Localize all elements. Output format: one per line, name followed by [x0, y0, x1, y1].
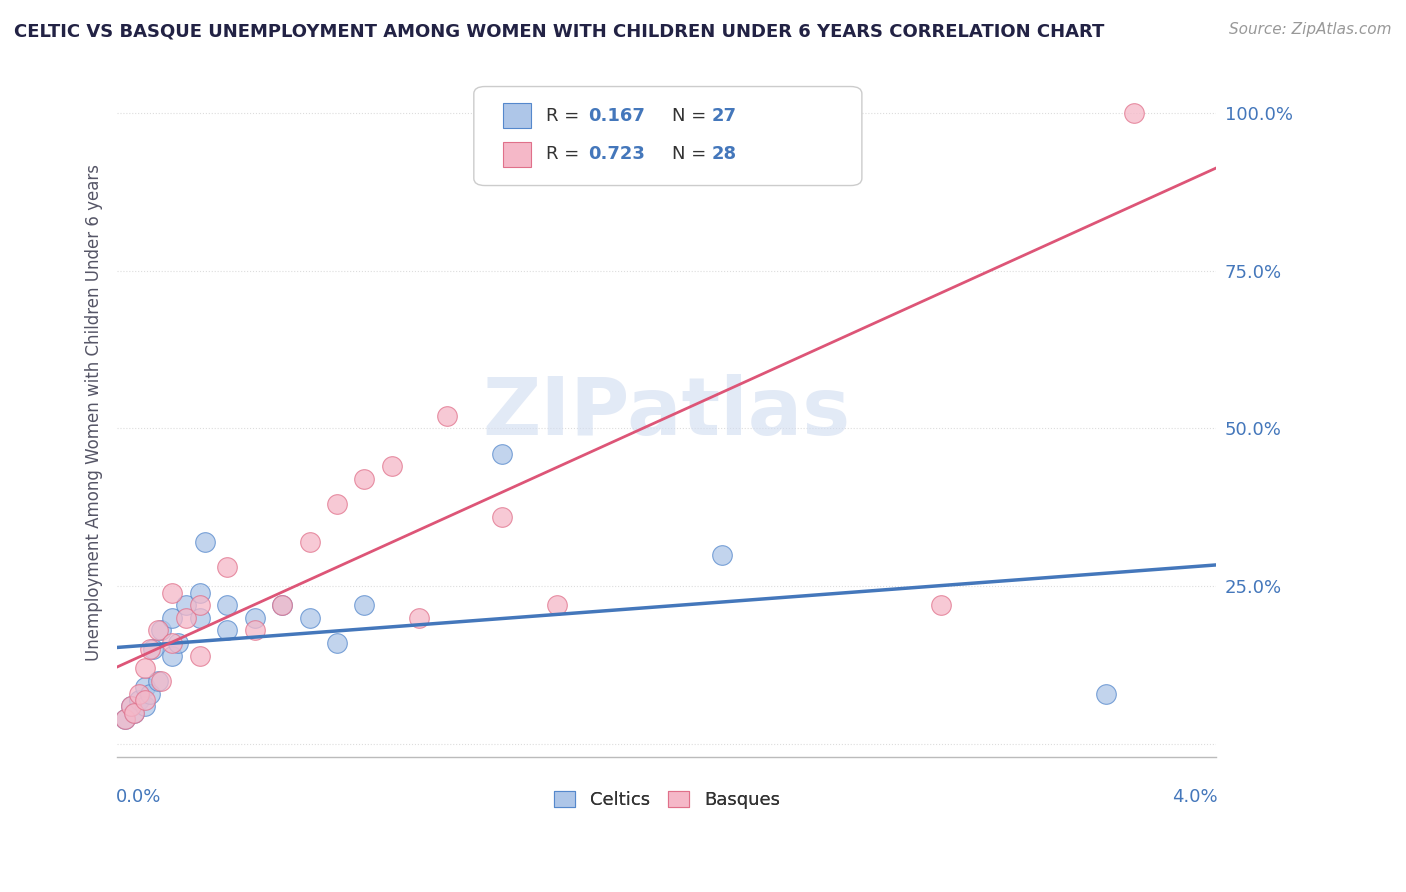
Text: 27: 27 — [711, 107, 737, 125]
Y-axis label: Unemployment Among Women with Children Under 6 years: Unemployment Among Women with Children U… — [86, 164, 103, 661]
Point — [271, 598, 294, 612]
Point — [491, 509, 513, 524]
Point — [134, 699, 156, 714]
Text: N =: N = — [672, 145, 711, 163]
Point — [128, 693, 150, 707]
Point — [139, 687, 162, 701]
Point — [271, 598, 294, 612]
Point — [491, 447, 513, 461]
Point — [408, 611, 430, 625]
Point — [1122, 105, 1144, 120]
Point — [188, 598, 211, 612]
Point — [243, 611, 266, 625]
Point — [134, 680, 156, 694]
Point — [174, 611, 197, 625]
Point — [120, 699, 142, 714]
Text: CELTIC VS BASQUE UNEMPLOYMENT AMONG WOMEN WITH CHILDREN UNDER 6 YEARS CORRELATIO: CELTIC VS BASQUE UNEMPLOYMENT AMONG WOME… — [14, 22, 1105, 40]
Point — [139, 642, 162, 657]
Text: 28: 28 — [711, 145, 737, 163]
Text: 0.723: 0.723 — [588, 145, 644, 163]
Point — [217, 624, 239, 638]
Point — [546, 598, 568, 612]
Point — [134, 661, 156, 675]
Legend: Celtics, Basques: Celtics, Basques — [547, 784, 787, 816]
Point — [114, 712, 136, 726]
Point — [188, 611, 211, 625]
Point — [217, 598, 239, 612]
Point — [298, 611, 321, 625]
Point — [353, 598, 375, 612]
Point — [931, 598, 953, 612]
Text: R =: R = — [546, 107, 585, 125]
Point — [436, 409, 458, 423]
Point — [298, 535, 321, 549]
Point — [120, 699, 142, 714]
Point — [174, 598, 197, 612]
Point — [134, 693, 156, 707]
Point — [150, 673, 173, 688]
Point — [243, 624, 266, 638]
Point — [160, 636, 183, 650]
Point — [381, 459, 404, 474]
Point — [710, 548, 733, 562]
Text: R =: R = — [546, 145, 585, 163]
Point — [188, 648, 211, 663]
Point — [217, 560, 239, 574]
Point — [194, 535, 217, 549]
Point — [1095, 687, 1118, 701]
Text: 0.0%: 0.0% — [117, 788, 162, 805]
Point — [148, 673, 170, 688]
Point — [188, 585, 211, 599]
Point — [150, 624, 173, 638]
Point — [160, 611, 183, 625]
Text: Source: ZipAtlas.com: Source: ZipAtlas.com — [1229, 22, 1392, 37]
Text: 4.0%: 4.0% — [1171, 788, 1218, 805]
Text: N =: N = — [672, 107, 711, 125]
Point — [353, 472, 375, 486]
Point — [142, 642, 165, 657]
Point — [128, 687, 150, 701]
Point — [166, 636, 188, 650]
Point — [326, 636, 349, 650]
Text: ZIPatlas: ZIPatlas — [482, 374, 851, 451]
Point — [160, 648, 183, 663]
Point — [114, 712, 136, 726]
Point — [326, 497, 349, 511]
Point — [160, 585, 183, 599]
Point — [122, 706, 145, 720]
Point — [655, 105, 678, 120]
Point — [148, 624, 170, 638]
Point — [122, 706, 145, 720]
Text: 0.167: 0.167 — [588, 107, 644, 125]
